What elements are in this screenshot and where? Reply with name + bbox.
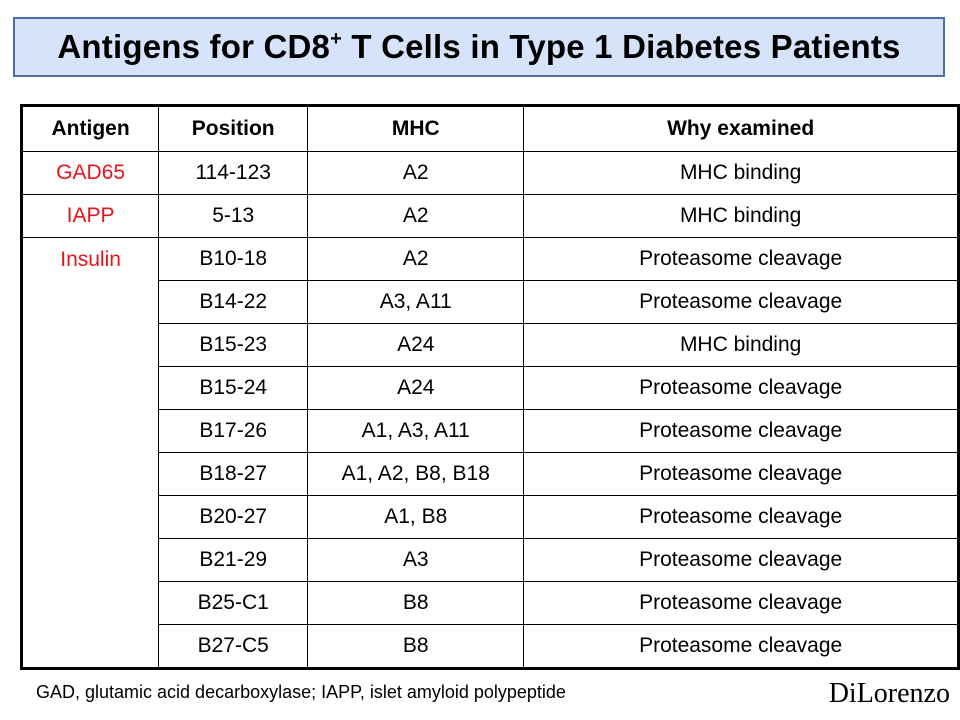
antigen-table: Antigen Position MHC Why examined GAD65 … — [20, 104, 960, 670]
title-banner: Antigens for CD8+ T Cells in Type 1 Diab… — [13, 17, 945, 77]
position-cell: B14-22 — [158, 280, 309, 324]
mhc-cell: A24 — [307, 366, 525, 410]
mhc-cell: A2 — [307, 151, 525, 195]
why-cell: Proteasome cleavage — [523, 237, 959, 281]
why-cell: Proteasome cleavage — [523, 624, 959, 669]
position-cell: B27-C5 — [158, 624, 309, 669]
position-cell: B21-29 — [158, 538, 309, 582]
position-cell: 114-123 — [158, 151, 309, 195]
header-why-examined: Why examined — [523, 105, 959, 152]
title-prefix: Antigens for CD8 — [57, 28, 331, 65]
table-row: B15-23 A24 MHC binding — [22, 323, 959, 367]
why-cell: MHC binding — [523, 151, 959, 195]
table-row: B27-C5 B8 Proteasome cleavage — [22, 624, 959, 669]
mhc-cell: A3 — [307, 538, 525, 582]
position-cell: B20-27 — [158, 495, 309, 539]
header-mhc: MHC — [307, 105, 525, 152]
position-cell: B17-26 — [158, 409, 309, 453]
table-row: GAD65 114-123 A2 MHC binding — [20, 151, 959, 195]
position-cell: B15-24 — [158, 366, 309, 410]
title-suffix: T Cells in Type 1 Diabetes Patients — [342, 28, 901, 65]
mhc-cell: A24 — [307, 323, 525, 367]
position-cell: B10-18 — [158, 237, 309, 281]
why-cell: MHC binding — [523, 194, 959, 238]
antigen-cell: Insulin — [20, 237, 160, 669]
why-cell: Proteasome cleavage — [523, 409, 959, 453]
title-superscript: + — [330, 28, 342, 50]
antigen-cell: GAD65 — [20, 151, 160, 195]
why-cell: Proteasome cleavage — [523, 581, 959, 625]
footnote: GAD, glutamic acid decarboxylase; IAPP, … — [36, 682, 566, 702]
mhc-cell: B8 — [307, 581, 525, 625]
mhc-cell: A1, A2, B8, B18 — [307, 452, 525, 496]
why-cell: Proteasome cleavage — [523, 495, 959, 539]
table-row: IAPP 5-13 A2 MHC binding — [20, 194, 959, 238]
table-row: B14-22 A3, A11 Proteasome cleavage — [22, 280, 959, 324]
table-row: B20-27 A1, B8 Proteasome cleavage — [22, 495, 959, 539]
header-antigen: Antigen — [20, 105, 160, 152]
table-row: B21-29 A3 Proteasome cleavage — [22, 538, 959, 582]
why-cell: Proteasome cleavage — [523, 366, 959, 410]
table-row: B25-C1 B8 Proteasome cleavage — [22, 581, 959, 625]
why-cell: Proteasome cleavage — [523, 538, 959, 582]
table-row: B15-24 A24 Proteasome cleavage — [22, 366, 959, 410]
mhc-cell: B8 — [307, 624, 525, 669]
position-cell: B25-C1 — [158, 581, 309, 625]
position-cell: B15-23 — [158, 323, 309, 367]
why-cell: MHC binding — [523, 323, 959, 367]
table-row: B17-26 A1, A3, A11 Proteasome cleavage — [22, 409, 959, 453]
position-cell: B18-27 — [158, 452, 309, 496]
why-cell: Proteasome cleavage — [523, 280, 959, 324]
mhc-cell: A1, A3, A11 — [307, 409, 525, 453]
table-row: Insulin B10-18 A2 Proteasome cleavage — [20, 237, 959, 669]
header-position: Position — [158, 105, 309, 152]
mhc-cell: A2 — [307, 237, 525, 281]
why-cell: Proteasome cleavage — [523, 452, 959, 496]
mhc-cell: A2 — [307, 194, 525, 238]
author-signature: DiLorenzo — [828, 678, 950, 709]
position-cell: 5-13 — [158, 194, 309, 238]
mhc-cell: A3, A11 — [307, 280, 525, 324]
mhc-cell: A1, B8 — [307, 495, 525, 539]
antigen-cell: IAPP — [20, 194, 160, 238]
table-header-row: Antigen Position MHC Why examined — [20, 105, 959, 152]
slide-title: Antigens for CD8+ T Cells in Type 1 Diab… — [57, 28, 900, 66]
table-row: B18-27 A1, A2, B8, B18 Proteasome cleava… — [22, 452, 959, 496]
